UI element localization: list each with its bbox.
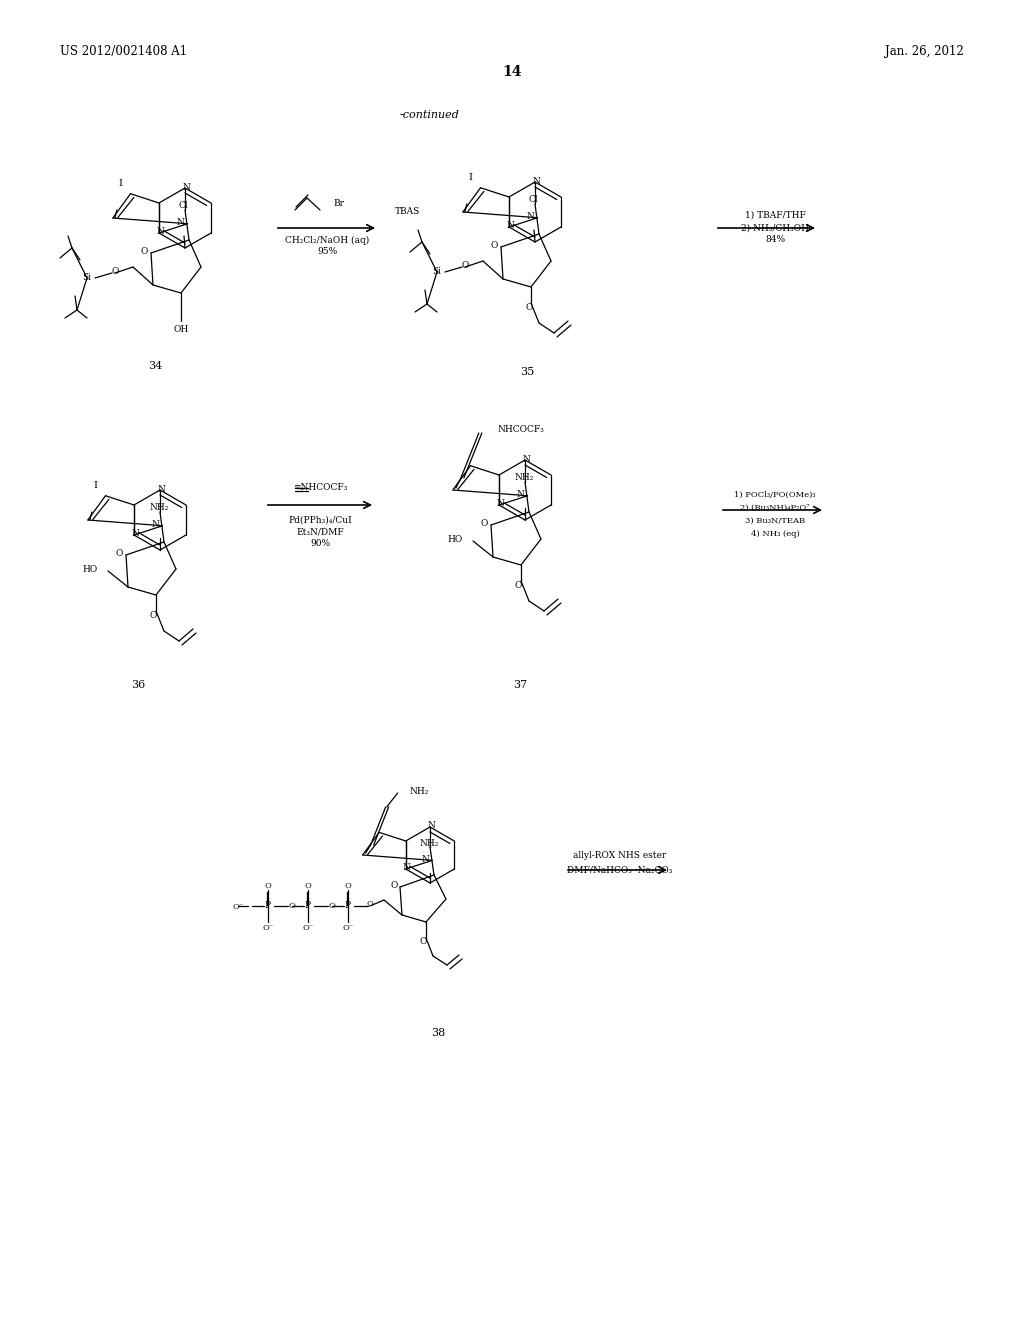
Text: 95%: 95%	[316, 248, 337, 256]
Text: 90%: 90%	[310, 540, 330, 549]
Text: N: N	[157, 484, 165, 494]
Text: NHCOCF₃: NHCOCF₃	[498, 425, 545, 433]
Text: NH₂: NH₂	[514, 474, 534, 483]
Text: O⁻: O⁻	[262, 924, 273, 932]
Text: 84%: 84%	[765, 235, 785, 244]
Text: US 2012/0021408 A1: US 2012/0021408 A1	[60, 45, 187, 58]
Text: O: O	[480, 520, 487, 528]
Text: N: N	[131, 529, 139, 539]
Text: OH: OH	[173, 326, 188, 334]
Text: Cl: Cl	[528, 195, 538, 205]
Text: 1) POCl₃/PO(OMe)₃: 1) POCl₃/PO(OMe)₃	[734, 491, 816, 499]
Text: NH₂: NH₂	[150, 503, 169, 512]
Text: Si: Si	[432, 267, 441, 276]
Text: -continued: -continued	[400, 110, 460, 120]
Text: HO: HO	[82, 565, 97, 574]
Text: N: N	[152, 520, 160, 529]
Text: CH₂Cl₂/NaOH (aq): CH₂Cl₂/NaOH (aq)	[285, 235, 369, 244]
Text: O: O	[289, 902, 296, 909]
Text: 34: 34	[147, 360, 162, 371]
Text: O: O	[329, 902, 336, 909]
Text: Br: Br	[333, 198, 344, 207]
Text: Si: Si	[83, 272, 91, 281]
Text: O: O	[112, 267, 119, 276]
Text: N: N	[176, 218, 184, 227]
Text: Et₃N/DMF: Et₃N/DMF	[296, 528, 344, 536]
Text: N: N	[517, 490, 524, 499]
Text: N: N	[532, 177, 540, 186]
Text: N: N	[402, 863, 411, 873]
Text: O: O	[490, 242, 498, 251]
Text: O: O	[140, 248, 147, 256]
Text: O: O	[419, 937, 427, 946]
Text: N: N	[496, 499, 504, 508]
Text: 36: 36	[131, 680, 145, 690]
Text: Pd(PPh₃)₄/CuI: Pd(PPh₃)₄/CuI	[288, 516, 352, 524]
Text: 2) (Bu₃NH)₄P₂O⁷: 2) (Bu₃NH)₄P₂O⁷	[740, 504, 810, 512]
Text: HO: HO	[447, 536, 463, 544]
Text: O: O	[264, 882, 271, 890]
Text: O⁻: O⁻	[232, 903, 244, 911]
Text: NH₂: NH₂	[419, 838, 438, 847]
Text: I: I	[94, 480, 98, 490]
Text: P: P	[305, 902, 311, 911]
Text: O⁻: O⁻	[302, 924, 313, 932]
Text: 35: 35	[520, 367, 535, 378]
Text: N: N	[427, 821, 435, 830]
Text: N: N	[422, 855, 429, 863]
Text: I: I	[119, 178, 123, 187]
Text: 3) Bu₃N/TEAB: 3) Bu₃N/TEAB	[744, 517, 805, 525]
Text: 4) NH₃ (eq): 4) NH₃ (eq)	[751, 531, 800, 539]
Text: N: N	[506, 222, 514, 231]
Text: 2) NH₃/CH₃OH: 2) NH₃/CH₃OH	[741, 223, 809, 232]
Text: Jan. 26, 2012: Jan. 26, 2012	[886, 45, 964, 58]
Text: N: N	[522, 454, 530, 463]
Text: O: O	[344, 882, 351, 890]
Text: O: O	[150, 610, 157, 619]
Text: O: O	[116, 549, 123, 558]
Text: 38: 38	[431, 1028, 445, 1038]
Text: O: O	[525, 302, 532, 312]
Text: N: N	[182, 182, 189, 191]
Text: allyl-ROX NHS ester: allyl-ROX NHS ester	[573, 851, 667, 861]
Text: N: N	[156, 227, 164, 236]
Text: 14: 14	[502, 65, 522, 79]
Text: 1) TBAF/THF: 1) TBAF/THF	[744, 210, 806, 219]
Text: O: O	[390, 882, 397, 891]
Text: TBAS: TBAS	[395, 207, 420, 216]
Text: O: O	[304, 882, 311, 890]
Text: DMF/NaHCO₃ ·Na₂CO₃: DMF/NaHCO₃ ·Na₂CO₃	[567, 866, 673, 874]
Text: NH₂: NH₂	[410, 787, 429, 796]
Text: O: O	[367, 900, 374, 908]
Text: I: I	[469, 173, 473, 181]
Text: P: P	[265, 902, 271, 911]
Text: O: O	[514, 581, 521, 590]
Text: O⁻: O⁻	[342, 924, 353, 932]
Text: ≡NHCOCF₃: ≡NHCOCF₃	[293, 483, 347, 492]
Text: P: P	[345, 902, 351, 911]
Text: O: O	[462, 260, 469, 269]
Text: N: N	[526, 213, 535, 222]
Text: 37: 37	[513, 680, 527, 690]
Text: Cl: Cl	[178, 202, 187, 210]
